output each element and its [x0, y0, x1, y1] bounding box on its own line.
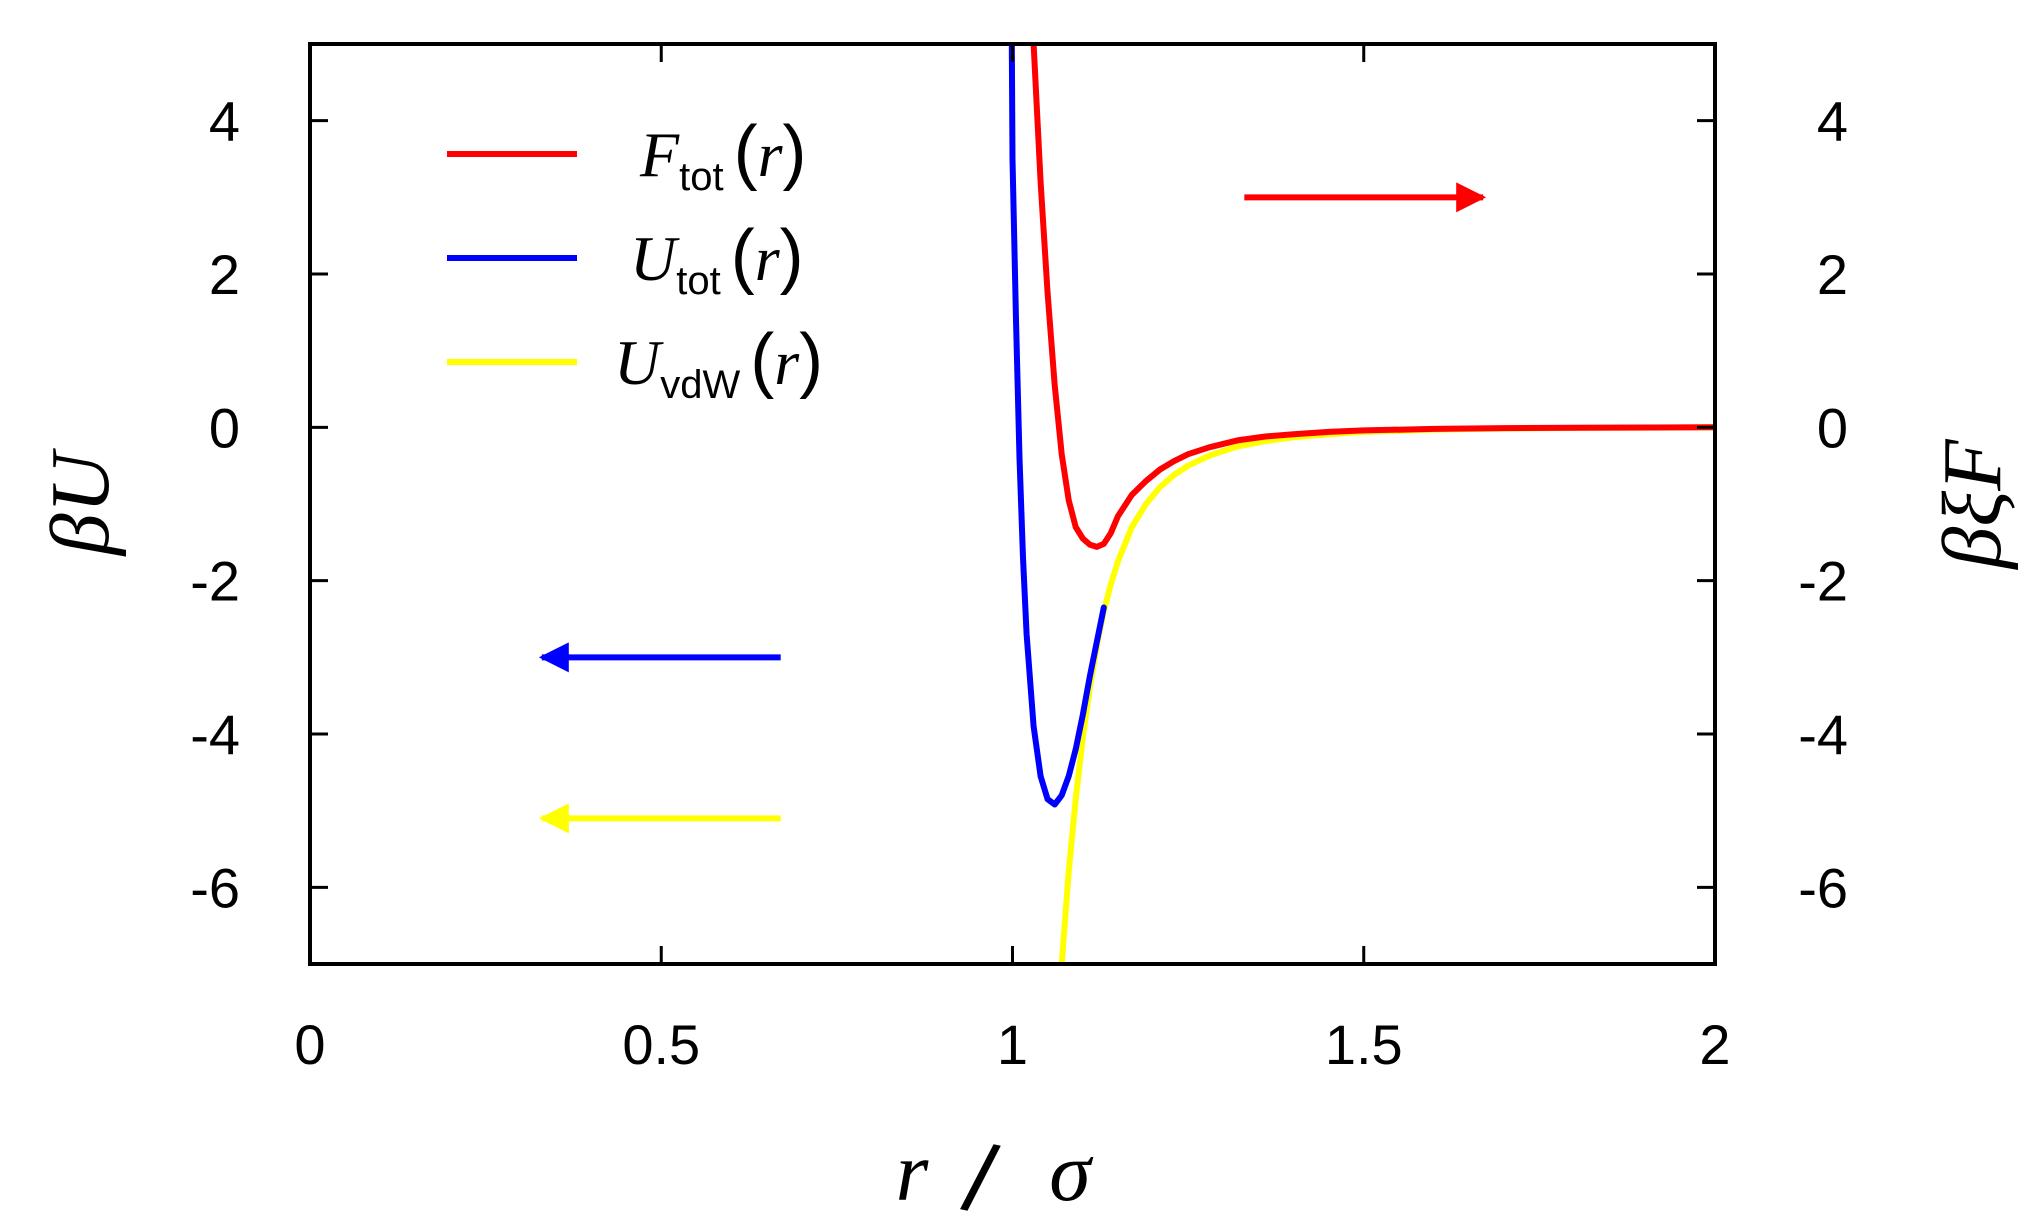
y-tick-label-left: -2: [190, 550, 240, 613]
y-tick-label-right: 0: [1817, 396, 1848, 459]
y-tick-label-left: -6: [190, 856, 240, 919]
series-line-utotr: [1008, 44, 1107, 808]
y-tick-label-right: -2: [1798, 550, 1848, 613]
series-layer: [1008, 44, 1715, 964]
y-axis-label-right: βξF: [1926, 438, 2019, 571]
x-tick-label: 2: [1699, 1013, 1730, 1076]
legend-label-ftot: Ftot (r): [639, 112, 806, 199]
x-axis-label-slash: /: [956, 1124, 1005, 1228]
x-tick-label: 1.5: [1325, 1013, 1403, 1076]
y-tick-label-right: 4: [1817, 90, 1848, 153]
annotation-layer: [538, 182, 1487, 834]
x-axis-label: r / σ: [896, 1124, 1095, 1228]
x-axis-label-unit: σ: [1049, 1126, 1094, 1219]
series-line-uvdwr: [1058, 424, 1715, 964]
y-tick-label-right: -6: [1798, 856, 1848, 919]
y-tick-label-left: 0: [209, 396, 240, 459]
y-tick-label-left: 4: [209, 90, 240, 153]
y-tick-label-left: 2: [209, 243, 240, 306]
legend-entry-ftot: Ftot (r): [447, 112, 806, 199]
legend-entry-uvdw: UvdW (r): [447, 320, 823, 407]
legend-label-uvdw: UvdW (r): [614, 320, 823, 407]
x-axis-label-var: r: [896, 1126, 929, 1219]
x-tick-label: 0: [294, 1013, 325, 1076]
y-tick-label-right: 2: [1817, 243, 1848, 306]
legend: Ftot (r) Utot (r) UvdW (r): [447, 112, 823, 407]
y-tick-label-left: -4: [190, 703, 240, 766]
x-tick-label: 1: [997, 1013, 1028, 1076]
y-axis-label-left: βU: [34, 447, 127, 557]
tick-layer: 0 0.5 1 1.5 2 4 4 2 2 0 0 -2 -2 -4 -4 -6 -6: [190, 44, 1848, 1076]
y-tick-label-right: -4: [1798, 703, 1848, 766]
series-line-ftotr: [1030, 44, 1715, 550]
legend-entry-utot: Utot (r): [447, 216, 804, 303]
x-tick-label: 0.5: [622, 1013, 700, 1076]
legend-label-utot: Utot (r): [630, 216, 804, 303]
